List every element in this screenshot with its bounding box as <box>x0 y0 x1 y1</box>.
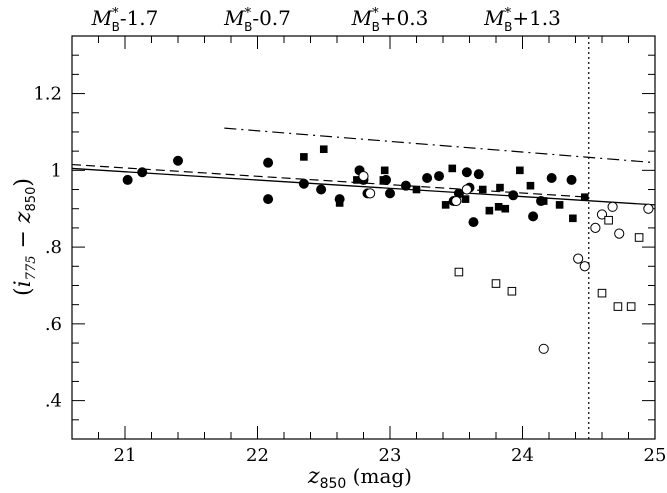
point-open-square <box>626 302 636 311</box>
x-tick-label: 25 <box>644 445 667 466</box>
point-open-circle <box>451 195 462 207</box>
point-filled-square <box>516 166 524 175</box>
y-tick-label: 1 <box>51 160 62 181</box>
top-magnitude-label: M* B+0.3 <box>351 6 429 34</box>
data-points <box>122 145 654 354</box>
point-filled-square <box>485 206 494 215</box>
point-filled-circle <box>263 157 274 168</box>
point-filled-square <box>569 214 577 223</box>
x-tick-label: 24 <box>511 445 534 466</box>
point-filled-circle <box>122 174 133 185</box>
y-tick-label: .8 <box>45 237 62 258</box>
point-filled-circle <box>173 155 183 166</box>
point-open-circle <box>461 184 472 195</box>
x-tick-label: 22 <box>246 445 269 466</box>
point-filled-circle <box>422 173 433 184</box>
point-open-circle <box>596 209 608 220</box>
point-filled-circle <box>566 174 577 185</box>
point-filled-circle <box>461 167 472 178</box>
top-magnitude-label: M* B+1.3 <box>483 6 561 34</box>
point-filled-circle <box>473 169 484 180</box>
point-filled-square <box>441 201 450 209</box>
point-open-circle <box>573 253 584 264</box>
x-axis-label-sub: 850 <box>320 476 347 492</box>
point-open-circle <box>579 261 590 272</box>
top-axis-labels: M* B-1.7 M* B-0.7 M* B+0.3 M* B+1.3 <box>91 6 561 34</box>
point-filled-square <box>335 199 344 207</box>
y-axis-label-isub: 775 <box>24 255 39 280</box>
y-axis-label-close: ) <box>11 178 36 187</box>
point-open-circle <box>358 170 369 182</box>
point-open-square <box>454 267 464 277</box>
point-open-square <box>507 286 517 296</box>
y-axis-label-z: z <box>11 211 36 224</box>
point-filled-square <box>300 153 308 161</box>
plot-frame <box>71 35 656 440</box>
top-magnitude-label: M* B-0.7 <box>223 6 291 34</box>
point-open-circle <box>607 201 618 212</box>
point-open-circle <box>538 343 549 354</box>
x-tick-label: 21 <box>114 445 137 466</box>
point-filled-circle <box>528 211 539 222</box>
point-filled-square <box>353 176 361 184</box>
y-axis-label-minus: − <box>11 223 36 255</box>
y-axis-label-open: ( <box>11 287 36 296</box>
point-filled-circle <box>434 171 445 182</box>
y-axis-ticks: .4 .6 .8 1 1.2 <box>33 35 655 440</box>
point-filled-circle <box>316 184 327 195</box>
point-filled-square <box>555 201 564 209</box>
point-open-circle <box>643 203 654 214</box>
point-filled-square <box>412 185 421 194</box>
point-filled-square <box>494 202 503 211</box>
point-filled-square <box>501 204 510 213</box>
point-filled-square <box>448 164 457 173</box>
y-tick-label: 1.2 <box>33 84 62 105</box>
line-dashed <box>71 163 589 198</box>
line-solid <box>71 167 656 206</box>
point-filled-circle <box>468 217 479 228</box>
y-tick-label: .4 <box>45 391 62 412</box>
reference-lines <box>71 36 656 439</box>
point-filled-circle <box>137 167 148 178</box>
point-filled-circle <box>298 178 309 189</box>
point-filled-square <box>461 195 470 203</box>
point-filled-circle <box>400 180 411 191</box>
x-axis-ticks: 21 22 23 24 25 <box>71 36 667 466</box>
point-filled-square <box>539 197 548 205</box>
point-filled-circle <box>453 188 464 199</box>
point-filled-square <box>526 181 535 190</box>
point-filled-circle <box>508 190 519 201</box>
point-open-square <box>613 302 623 311</box>
line-dashdot <box>224 127 656 164</box>
point-filled-square <box>380 166 389 175</box>
point-filled-square <box>379 176 388 184</box>
point-filled-square <box>496 183 504 192</box>
point-open-square <box>604 215 613 225</box>
point-filled-circle <box>385 188 395 199</box>
y-tick-label: .6 <box>45 314 62 335</box>
x-tick-label: 23 <box>379 445 402 466</box>
point-filled-circle <box>546 173 557 184</box>
y-axis-label-zsub: 850 <box>24 187 39 212</box>
top-magnitude-label: M* B-1.7 <box>91 6 159 34</box>
point-open-circle <box>365 188 376 199</box>
x-axis-label-main: z <box>307 464 320 489</box>
point-filled-square <box>319 145 328 154</box>
point-open-circle <box>590 222 601 234</box>
point-filled-square <box>580 193 589 201</box>
point-open-square <box>491 279 501 288</box>
point-open-square <box>634 233 644 242</box>
point-filled-square <box>478 185 487 194</box>
point-open-circle <box>614 228 625 239</box>
point-open-square <box>597 288 607 298</box>
x-axis-label: z850 (mag) <box>307 464 412 492</box>
y-axis-label-i: i <box>11 280 36 287</box>
y-axis-label: (i775 − z850) <box>11 178 39 296</box>
point-filled-circle <box>263 194 274 205</box>
x-axis-label-suffix: (mag) <box>346 464 412 488</box>
